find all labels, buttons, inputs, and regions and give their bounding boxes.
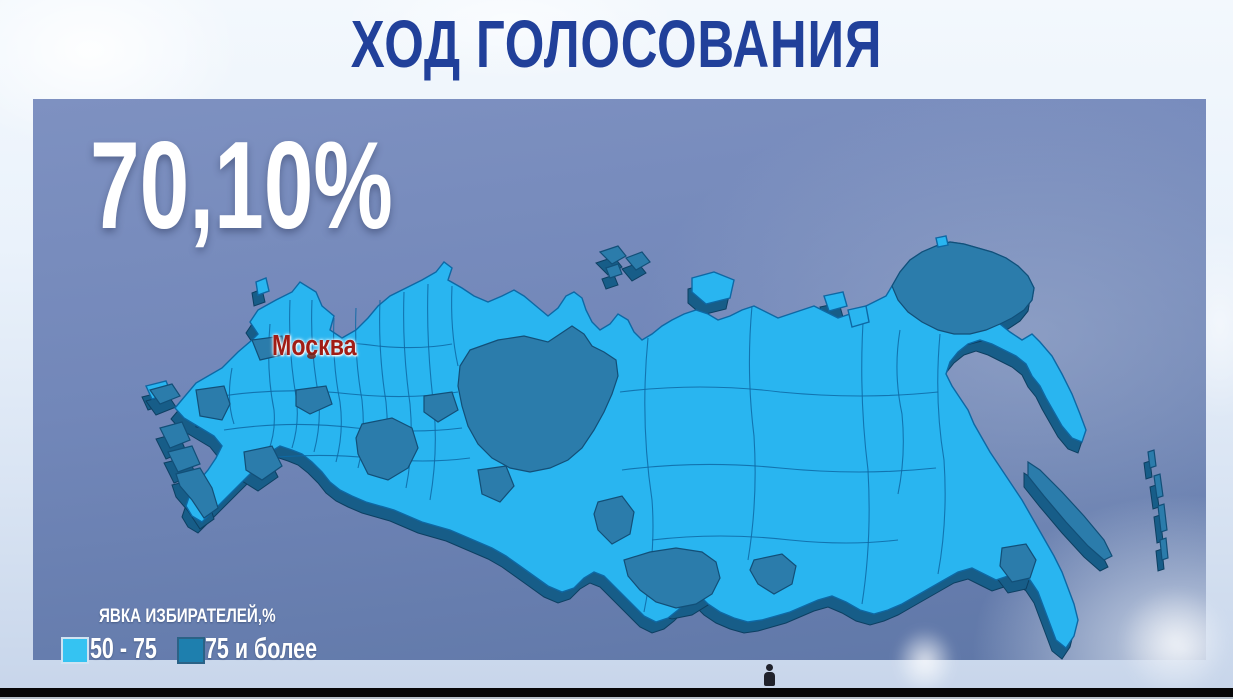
page-title: ХОД ГОЛОСОВАНИЯ (350, 7, 883, 82)
person-head (766, 664, 773, 671)
legend-swatch-light (61, 637, 89, 664)
bottom-bar (0, 688, 1233, 697)
legend-label-dark: 75 и более (205, 633, 318, 665)
person-body (764, 672, 775, 686)
legend-label-light: 50 - 75 (90, 633, 157, 665)
moscow-marker (307, 353, 316, 359)
person-silhouette (764, 664, 775, 687)
turnout-value: 70,10% (90, 117, 393, 255)
legend-title: ЯВКА ИЗБИРАТЕЛЕЙ,% (99, 606, 276, 627)
legend-swatch-dark (177, 637, 205, 664)
bottom-edge-line (0, 697, 1233, 699)
